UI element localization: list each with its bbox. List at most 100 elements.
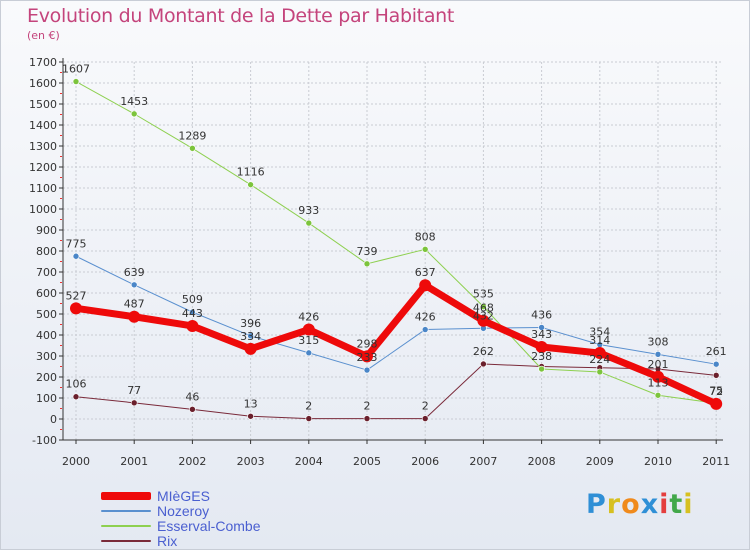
data-label-nozeroy: 775 [66,237,87,250]
y-tick-label: 200 [36,371,57,384]
data-label-esserval-combe: 808 [415,230,436,243]
data-label-nozeroy: 261 [706,345,727,358]
y-tick-label: 1700 [29,56,57,69]
data-label-mi-ges: 468 [473,302,494,315]
data-label-rix: 106 [66,378,87,391]
data-point-rix [421,415,429,422]
series-line-esserval-combe [75,81,717,404]
data-label-mi-ges: 487 [124,298,145,311]
logo-letter: x [640,489,660,520]
y-tick-label: 500 [36,308,57,321]
y-tick-label: 1000 [29,203,57,216]
data-label-esserval-combe: 1607 [62,63,90,76]
y-tick-label: 600 [36,287,57,300]
data-point-nozeroy [130,281,138,289]
data-label-nozeroy: 426 [415,311,436,324]
data-label-rix: 13 [244,397,258,410]
chart-title: Evolution du Montant de la Dette par Hab… [27,5,455,27]
data-point-rix [712,372,720,379]
data-label-mi-ges: 314 [589,334,610,347]
x-tick-label: 2003 [237,455,265,468]
data-point-esserval-combe [130,110,138,118]
data-point-esserval-combe [247,181,254,188]
x-tick-label: 2001 [120,455,148,468]
series-line-rix [75,363,717,420]
data-point-mi-ges [710,397,723,410]
data-label-nozeroy: 354 [589,326,610,339]
axes: -100 0 100 200 300 400 500 600 700 800 900 1000 1100… [29,56,730,468]
legend-label: Rix [157,532,178,549]
data-label-esserval-combe: 113 [648,376,669,389]
legend-label: Esserval-Combe [157,517,261,534]
data-point-mi-ges [361,350,373,363]
data-point-rix [189,406,196,413]
data-label-rix: 77 [127,384,141,397]
x-tick-label: 2000 [62,455,90,468]
data-point-nozeroy [305,349,313,357]
y-tick-label: 300 [36,350,57,363]
x-tick-label: 2006 [411,455,439,468]
y-tick-label: -100 [32,434,57,447]
series-line-nozeroy [75,255,717,371]
series-line-mi-ges [72,281,720,408]
data-label-esserval-combe: 1453 [120,95,148,108]
x-tick-label: 2005 [353,455,381,468]
data-point-nozeroy [654,351,662,358]
data-label-nozeroy: 308 [648,335,669,348]
data-point-mi-ges [128,310,141,323]
y-tick-label: 1200 [29,161,57,174]
data-label-rix: 2 [422,400,429,413]
logo-letter: i [659,489,670,520]
data-point-rix [130,399,138,407]
data-point-rix [363,415,371,422]
data-point-esserval-combe [538,365,545,373]
data-point-mi-ges [302,323,315,336]
data-label-rix: 46 [185,390,199,403]
data-point-nozeroy [247,332,254,340]
data-point-nozeroy [72,252,80,260]
y-tick-label: 1100 [29,182,57,195]
data-point-rix [247,412,254,420]
data-label-nozeroy: 436 [531,308,552,321]
data-label-esserval-combe: 224 [589,353,610,366]
legend-label: Nozeroy [157,502,210,519]
data-point-esserval-combe [654,391,662,399]
y-tick-label: 1400 [29,119,57,132]
logo-letter: t [669,489,684,520]
data-point-esserval-combe [421,246,429,253]
logo-letter: i [683,489,694,520]
y-tick-label: 1500 [29,98,57,111]
data-point-mi-ges [652,370,664,383]
data-point-mi-ges [244,342,257,355]
y-tick-label: 1300 [29,140,57,153]
y-tick-label: 400 [36,329,57,342]
data-label-esserval-combe: 1289 [178,129,206,142]
data-point-nozeroy [421,326,429,333]
data-point-mi-ges [419,279,432,292]
data-label-mi-ges: 334 [240,330,261,343]
data-label-nozeroy: 233 [357,351,378,364]
data-point-esserval-combe [480,303,487,310]
logo-letter: o [621,489,641,520]
data-label-mi-ges: 201 [648,358,669,371]
x-tick-label: 2002 [178,455,206,468]
data-label-mi-ges: 443 [182,307,203,320]
proxiti-logo: Proxiti [586,489,694,520]
legend-item-mi-ges: MIèGES [101,488,260,504]
legend-swatch [101,491,151,500]
data-label-esserval-combe: 535 [473,288,494,301]
data-label-mi-ges: 637 [415,266,436,279]
data-label-mi-ges: 343 [531,328,552,341]
data-point-nozeroy [538,324,545,331]
data-label-mi-ges: 298 [357,337,378,350]
data-point-esserval-combe [363,260,371,268]
data-label-esserval-combe: 238 [531,350,552,363]
data-point-mi-ges [593,347,606,360]
data-point-esserval-combe [189,145,196,152]
data-label-rix: 2 [305,400,312,413]
legend-swatch [101,524,151,527]
data-label-mi-ges: 527 [66,289,87,302]
data-label-nozeroy: 315 [298,334,319,347]
data-point-esserval-combe [72,78,80,85]
